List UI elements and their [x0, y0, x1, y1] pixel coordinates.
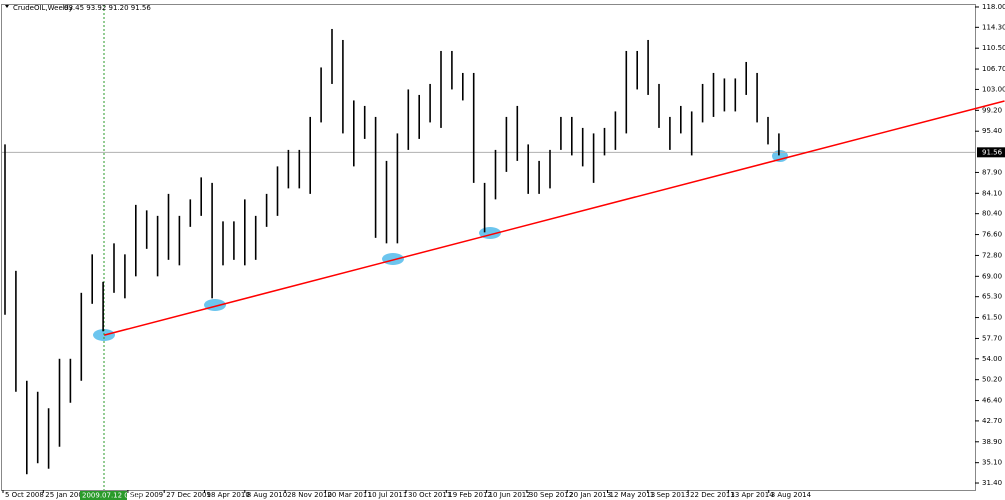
y-tick-label: 31.40: [982, 479, 1002, 487]
y-tick-label: 103.00: [982, 85, 1005, 93]
y-tick-label: 95.40: [982, 127, 1002, 135]
x-tick-label: 1 Sep 2013: [650, 491, 690, 499]
current-price-label: 91.56: [982, 148, 1003, 156]
x-tick-label: 13 Apr 2014: [730, 491, 774, 499]
x-tick-label: 10 Jun 2012: [489, 491, 531, 499]
y-tick-label: 76.60: [982, 231, 1002, 239]
y-tick-label: 84.10: [982, 189, 1002, 197]
y-tick-label: 114.30: [982, 23, 1005, 31]
y-tick-label: 46.40: [982, 397, 1002, 405]
y-tick-label: 57.70: [982, 334, 1002, 342]
crosshair-label: 2009.07.12 00:00: [82, 492, 144, 500]
x-tick-label: 10 Jul 2011: [368, 491, 408, 499]
y-tick-label: 65.30: [982, 293, 1002, 301]
y-tick-label: 50.20: [982, 376, 1002, 384]
crosshair-label-box: [80, 491, 127, 500]
y-tick-label: 99.20: [982, 106, 1002, 114]
y-tick-label: 69.00: [982, 272, 1002, 280]
x-tick-label: 5 Oct 2008: [5, 491, 44, 499]
x-tick-label: 25 Jan 2009: [45, 491, 87, 499]
current-price-box: [977, 147, 1005, 158]
symbol-label: CrudeOIL,Weekly: [13, 4, 73, 12]
x-tick-label: 30 Oct 2011: [408, 491, 451, 499]
trend-line: [104, 100, 1005, 336]
x-tick-label: 20 Jan 2013: [569, 491, 611, 499]
x-tick-label: 3 Aug 2014: [771, 491, 812, 499]
quote-label: 93.45 93.92 91.20 91.56: [64, 4, 151, 12]
x-tick-label: 12 May 2013: [610, 491, 656, 499]
x-tick-label: 27 Dec 2009: [166, 491, 211, 499]
y-tick-label: 35.10: [982, 459, 1002, 467]
y-tick-label: 61.50: [982, 314, 1002, 322]
y-tick-label: 118.00: [982, 3, 1005, 11]
x-tick-label: 28 Nov 2010: [287, 491, 332, 499]
x-tick-label: 30 Sep 2012: [529, 491, 573, 499]
y-tick-label: 110.50: [982, 44, 1005, 52]
x-tick-label: 19 Feb 2012: [448, 491, 492, 499]
y-tick-label: 80.40: [982, 210, 1002, 218]
touch-marker: [382, 253, 404, 265]
y-tick-label: 42.70: [982, 417, 1002, 425]
x-tick-label: Sep 2009: [130, 491, 163, 499]
plot-frame: [1, 4, 976, 491]
y-tick-label: 72.80: [982, 251, 1002, 259]
y-tick-label: 106.70: [982, 65, 1005, 73]
x-tick-label: 22 Dec 2013: [690, 491, 735, 499]
x-tick-label: 20 Mar 2011: [327, 491, 371, 499]
x-tick-label: 18 Apr 2010: [207, 491, 250, 499]
y-tick-label: 38.90: [982, 438, 1002, 446]
x-tick-label: 8 Aug 2010: [247, 491, 287, 499]
y-tick-label: 54.00: [982, 355, 1002, 363]
y-tick-label: 87.90: [982, 168, 1002, 176]
menu-arrow: [5, 5, 9, 8]
